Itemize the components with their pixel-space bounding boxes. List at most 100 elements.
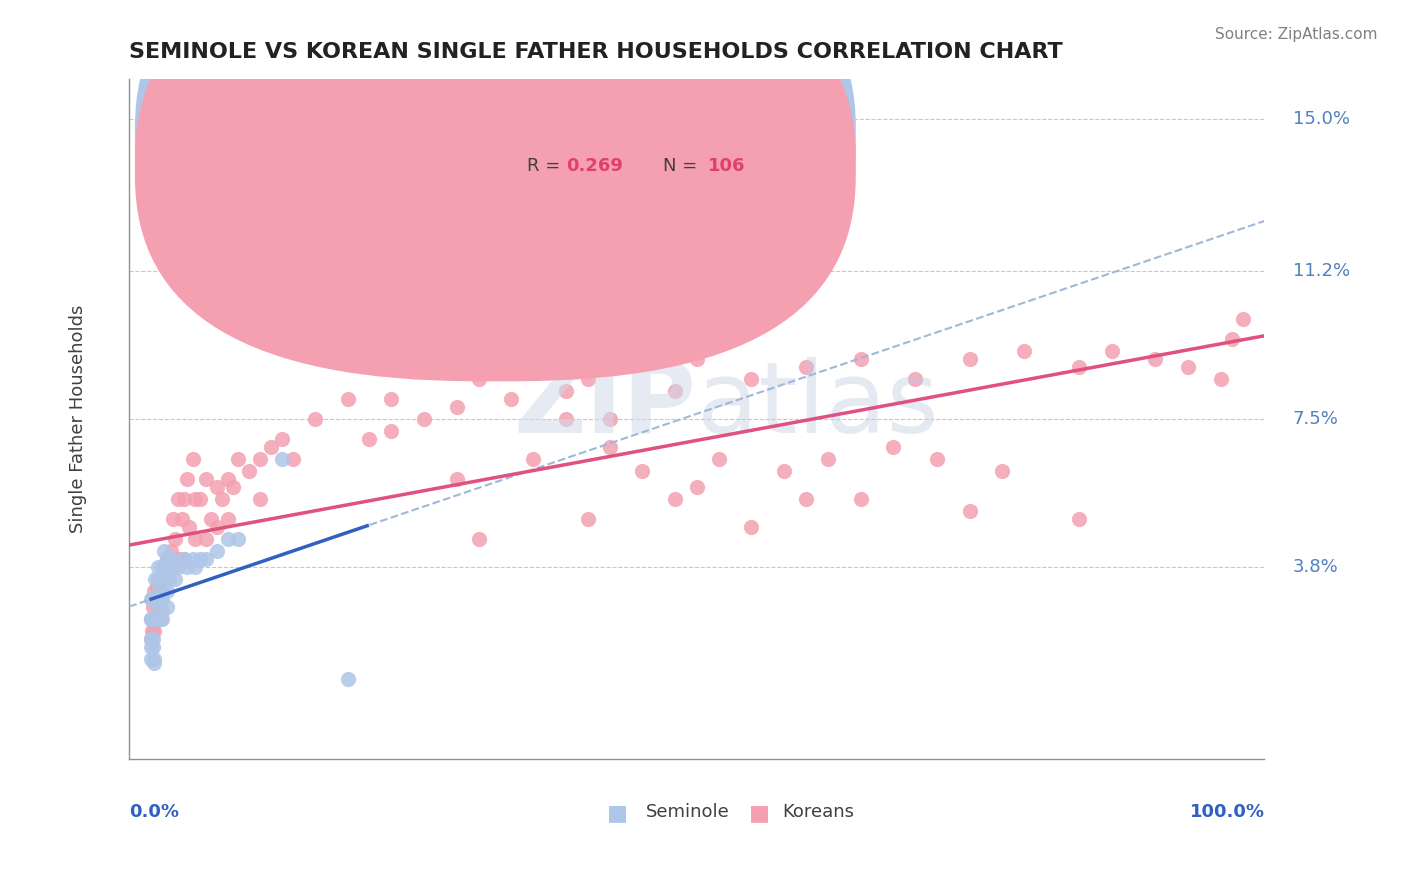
Point <box>142 599 165 614</box>
Point <box>156 583 179 598</box>
Text: 7.5%: 7.5% <box>1294 409 1339 428</box>
Point <box>143 656 166 670</box>
Point <box>156 572 179 586</box>
Point <box>554 411 576 425</box>
Point <box>205 520 228 534</box>
Text: ■: ■ <box>749 803 770 823</box>
Point <box>599 440 621 454</box>
Point <box>139 632 162 646</box>
Point <box>359 432 381 446</box>
Point <box>184 532 207 546</box>
Point <box>1220 332 1243 346</box>
Point <box>194 551 217 566</box>
Point <box>159 543 181 558</box>
Point <box>139 612 162 626</box>
Point <box>145 591 167 606</box>
Point <box>1067 512 1090 526</box>
Point <box>1144 351 1167 366</box>
Point <box>959 351 981 366</box>
Point <box>142 612 165 626</box>
Point <box>146 599 169 614</box>
Point <box>576 372 599 386</box>
Point <box>145 591 167 606</box>
Point <box>153 543 176 558</box>
Point <box>413 411 436 425</box>
Text: 100.0%: 100.0% <box>1189 803 1264 821</box>
Point <box>148 604 170 618</box>
Text: 43: 43 <box>709 126 733 144</box>
Point <box>194 472 217 486</box>
Text: 11.2%: 11.2% <box>1294 261 1350 280</box>
Point <box>143 652 166 666</box>
Point <box>146 572 169 586</box>
Point <box>794 359 817 374</box>
Text: Seminole: Seminole <box>645 803 730 821</box>
Point <box>173 491 195 506</box>
Point <box>159 559 181 574</box>
Point <box>554 384 576 398</box>
Point <box>773 464 796 478</box>
Point <box>260 440 283 454</box>
Point <box>162 559 184 574</box>
FancyBboxPatch shape <box>135 0 856 381</box>
Point <box>336 672 359 686</box>
Point <box>238 464 260 478</box>
Point <box>150 604 173 618</box>
Point <box>162 512 184 526</box>
Point <box>1177 359 1199 374</box>
Point <box>156 599 179 614</box>
Point <box>145 612 167 626</box>
Point <box>249 451 271 466</box>
Point <box>139 612 162 626</box>
Point <box>173 551 195 566</box>
Point <box>599 411 621 425</box>
Point <box>179 520 201 534</box>
Point <box>167 491 190 506</box>
Point <box>139 640 162 654</box>
Point <box>304 411 326 425</box>
Text: R =: R = <box>527 157 565 175</box>
Point <box>925 451 948 466</box>
Point <box>153 572 176 586</box>
Point <box>904 372 927 386</box>
Point <box>271 432 294 446</box>
Point <box>1067 359 1090 374</box>
Point <box>146 612 169 626</box>
Point <box>143 624 166 638</box>
Point <box>501 392 523 406</box>
Text: 3.8%: 3.8% <box>1294 558 1339 575</box>
Point <box>145 572 167 586</box>
Point <box>467 372 489 386</box>
Point <box>141 591 163 606</box>
Point <box>188 551 211 566</box>
Point <box>173 551 195 566</box>
Point <box>740 520 762 534</box>
Point <box>217 472 239 486</box>
Point <box>222 480 245 494</box>
Point <box>959 504 981 518</box>
Point <box>664 491 686 506</box>
Point <box>184 559 207 574</box>
Text: 15.0%: 15.0% <box>1294 110 1350 128</box>
Point <box>145 580 167 594</box>
Text: N =: N = <box>662 157 703 175</box>
Text: Koreans: Koreans <box>782 803 853 821</box>
Text: 106: 106 <box>709 157 745 175</box>
Point <box>849 491 872 506</box>
Point <box>149 599 172 614</box>
Point <box>155 559 177 574</box>
Point <box>686 480 709 494</box>
Point <box>146 559 169 574</box>
Text: ZIP: ZIP <box>515 357 697 454</box>
Point <box>165 532 187 546</box>
Point <box>271 451 294 466</box>
Point <box>145 612 167 626</box>
Text: Single Father Households: Single Father Households <box>69 304 87 533</box>
Point <box>1014 343 1036 358</box>
Point <box>148 583 170 598</box>
Text: 0.0%: 0.0% <box>129 803 180 821</box>
Point <box>167 559 190 574</box>
Point <box>181 451 204 466</box>
Point <box>149 612 172 626</box>
Point <box>446 400 468 414</box>
